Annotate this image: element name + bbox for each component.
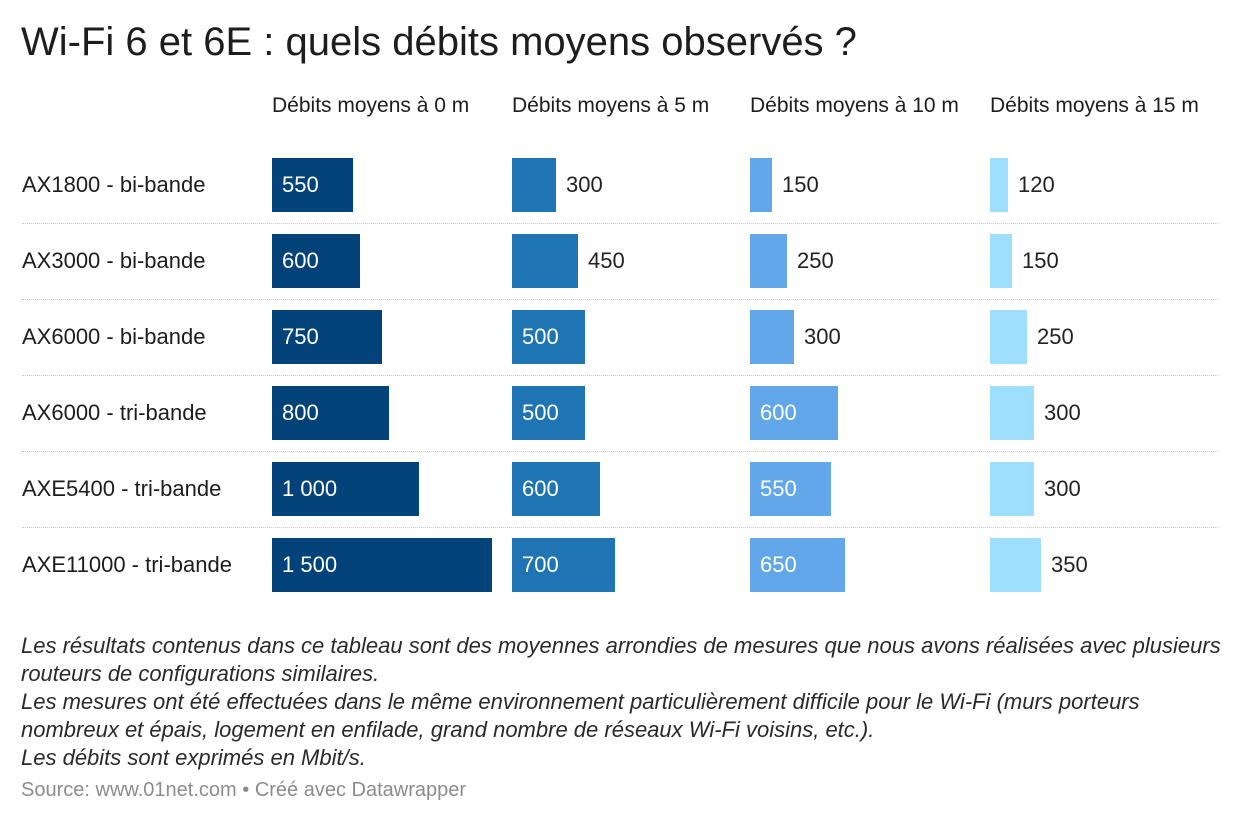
bar-value-label: 150 xyxy=(1022,248,1059,273)
page-title: Wi-Fi 6 et 6E : quels débits moyens obse… xyxy=(21,20,857,64)
bar xyxy=(512,538,615,592)
bar-value-label: 550 xyxy=(282,172,319,197)
bar-value-label: 500 xyxy=(522,400,559,425)
bar xyxy=(750,386,838,440)
row-label: AX1800 - bi-bande xyxy=(22,172,206,197)
row-separator xyxy=(22,299,1218,300)
source-link[interactable]: www.01net.com xyxy=(95,779,237,801)
bar-value-label: 250 xyxy=(1037,324,1074,349)
note-3: Les débits sont exprimés en Mbit/s. xyxy=(21,745,366,770)
column-header: Débits moyens à 0 m xyxy=(272,94,470,117)
bar xyxy=(750,158,772,212)
bar xyxy=(750,462,831,516)
bar-value-label: 120 xyxy=(1018,172,1055,197)
bar-value-label: 750 xyxy=(282,324,319,349)
bar-value-label: 600 xyxy=(760,400,797,425)
bar xyxy=(272,158,353,212)
chart-notes: Les résultats contenus dans ce tableau s… xyxy=(21,632,1221,772)
bar-value-label: 600 xyxy=(522,476,559,501)
bar xyxy=(990,538,1041,592)
row-label: AX3000 - bi-bande xyxy=(22,248,206,273)
column-header: Débits moyens à 5 m xyxy=(512,94,710,117)
bar xyxy=(512,462,600,516)
bar xyxy=(512,234,578,288)
bar xyxy=(750,310,794,364)
bar-value-label: 650 xyxy=(760,552,797,577)
row-label: AXE5400 - tri-bande xyxy=(22,476,222,501)
column-header: Débits moyens à 10 m xyxy=(750,94,959,117)
bar-value-label: 500 xyxy=(522,324,559,349)
row-label: AXE11000 - tri-bande xyxy=(22,552,232,577)
bar xyxy=(512,158,556,212)
bar xyxy=(272,310,382,364)
row-separator xyxy=(22,375,1218,376)
note-2: Les mesures ont été effectuées dans le m… xyxy=(21,689,1140,742)
source-label: Source: xyxy=(21,779,90,801)
row-label: AX6000 - tri-bande xyxy=(22,400,207,425)
bar xyxy=(750,538,845,592)
bar-value-label: 550 xyxy=(760,476,797,501)
bar xyxy=(272,538,492,592)
bar-value-label: 600 xyxy=(282,248,319,273)
note-1: Les résultats contenus dans ce tableau s… xyxy=(21,633,1221,686)
bar-value-label: 1 500 xyxy=(282,552,338,577)
bar-value-label: 250 xyxy=(797,248,834,273)
bar xyxy=(990,310,1027,364)
bar-value-label: 300 xyxy=(1044,476,1081,501)
bar xyxy=(990,158,1008,212)
credit-link[interactable]: Créé avec Datawrapper xyxy=(254,779,467,801)
chart-footer: Source: www.01net.com • Créé avec Datawr… xyxy=(21,779,466,802)
bar xyxy=(272,462,419,516)
bar-value-label: 300 xyxy=(804,324,841,349)
bar xyxy=(750,234,787,288)
bar xyxy=(990,234,1012,288)
bar xyxy=(990,386,1034,440)
bar xyxy=(272,234,360,288)
row-separator xyxy=(22,451,1218,452)
bar-value-label: 450 xyxy=(588,248,625,273)
bar-value-label: 300 xyxy=(1044,400,1081,425)
footer-separator: • xyxy=(242,779,250,801)
bar-value-label: 800 xyxy=(282,400,319,425)
row-label: AX6000 - bi-bande xyxy=(22,324,206,349)
bar-value-label: 350 xyxy=(1051,552,1088,577)
bar-value-label: 700 xyxy=(522,552,559,577)
bar-value-label: 1 000 xyxy=(282,476,338,501)
row-separator xyxy=(22,223,1218,224)
bar-value-label: 150 xyxy=(782,172,819,197)
bar xyxy=(512,310,585,364)
split-bar-chart: Débits moyens à 0 m Débits moyens à 5 m Dé… xyxy=(22,94,1218,592)
bar xyxy=(990,462,1034,516)
column-header: Débits moyens à 15 m xyxy=(990,94,1199,117)
row-separator xyxy=(22,527,1218,528)
bar xyxy=(272,386,389,440)
bar xyxy=(512,386,585,440)
bar-value-label: 300 xyxy=(566,172,603,197)
